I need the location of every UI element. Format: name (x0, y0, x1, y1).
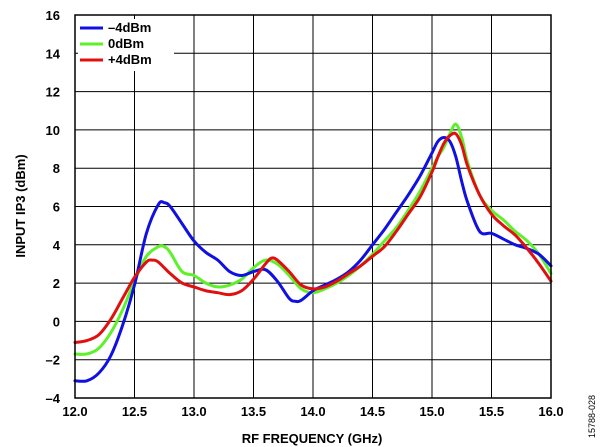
x-tick-label: 12.0 (62, 404, 87, 419)
y-tick-label: 8 (53, 161, 60, 176)
legend-label-pos4dbm: +4dBm (108, 52, 152, 67)
x-tick-label: 15.0 (419, 404, 444, 419)
series-line-pos4dbm (73, 131, 553, 344)
y-tick-label: 2 (53, 276, 60, 291)
y-tick-label: 14 (46, 46, 61, 61)
legend-label-neg4dbm: –4dBm (108, 20, 151, 35)
y-tick-label: 12 (46, 85, 60, 100)
x-tick-labels: 12.0 12.5 13.0 13.5 14.0 14.5 15.0 15.5 16.0 (62, 404, 563, 419)
series-lines (73, 122, 553, 383)
legend: –4dBm 0dBm +4dBm (78, 19, 174, 71)
y-tick-label: –4 (46, 391, 61, 406)
y-axis-title: INPUT IP3 (dBm) (13, 154, 28, 257)
x-tick-label: 15.5 (479, 404, 504, 419)
x-tick-label: 14.5 (360, 404, 385, 419)
x-axis-title: RF FREQUENCY (GHz) (242, 431, 383, 446)
figure-id: 15788-028 (587, 395, 597, 438)
x-tick-label: 16.0 (538, 404, 563, 419)
plot-frame (74, 14, 552, 399)
y-tick-labels: –4 –2 0 2 4 6 8 10 12 14 16 (46, 8, 61, 406)
y-tick-label: 4 (53, 238, 61, 253)
x-tick-label: 13.0 (181, 404, 206, 419)
legend-label-0dbm: 0dBm (108, 36, 144, 51)
x-tick-label: 13.5 (241, 404, 266, 419)
x-tick-label: 14.0 (300, 404, 325, 419)
x-tick-label: 12.5 (122, 404, 147, 419)
y-tick-label: –2 (46, 353, 60, 368)
y-tick-label: 0 (53, 314, 60, 329)
y-tick-label: 6 (53, 200, 60, 215)
y-tick-label: 10 (46, 123, 60, 138)
y-tick-label: 16 (46, 8, 60, 23)
